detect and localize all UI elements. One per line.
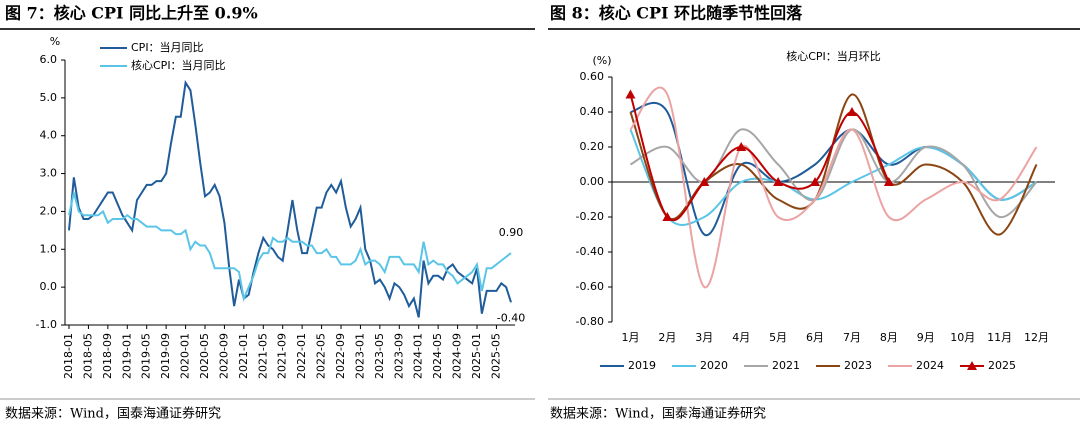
x-tick-label: 2022-01	[295, 333, 308, 379]
y-tick-label: 0.20	[580, 140, 605, 153]
chart-title: 图 7：核心 CPI 同比上升至 0.9%	[5, 4, 258, 23]
point-marker	[699, 177, 710, 186]
x-tick-label: 2024-09	[451, 333, 464, 379]
x-tick-label: 2023-01	[353, 333, 366, 379]
x-tick-label: 2月	[658, 331, 676, 344]
y-tick-label: 0.60	[580, 70, 605, 83]
x-tick-label: 2024-05	[431, 333, 444, 379]
x-tick-label: 1月	[621, 331, 639, 344]
y-tick-label: 0.40	[580, 105, 605, 118]
x-tick-label: 2021-01	[237, 333, 250, 379]
y-tick-label: -1.0	[36, 318, 57, 331]
point-marker	[883, 177, 894, 186]
x-tick-label: 2021-05	[256, 333, 269, 379]
x-tick-label: 2023-09	[392, 333, 405, 379]
source-note: 数据来源：Wind，国泰海通证券研究	[5, 406, 221, 422]
legend-label: 2025	[988, 359, 1016, 372]
y-tick-label: 0.00	[580, 175, 605, 188]
series-line	[629, 86, 1038, 289]
x-tick-label: 2020-09	[217, 333, 230, 379]
x-tick-label: 2020-01	[179, 333, 192, 379]
y-tick-label: -0.80	[576, 315, 604, 328]
y-tick-label: 0.0	[40, 280, 58, 293]
series-line	[68, 192, 512, 302]
chart-subtitle: 核心CPI：当月环比	[786, 49, 881, 63]
x-tick-label: 6月	[806, 331, 824, 344]
source-note: 数据来源：Wind，国泰海通证券研究	[550, 406, 766, 422]
point-marker	[662, 212, 673, 221]
point-marker	[736, 142, 747, 151]
x-tick-label: 9月	[917, 331, 935, 344]
y-tick-label: 1.0	[40, 242, 58, 255]
annotation: 0.90	[499, 226, 524, 239]
point-marker	[810, 177, 821, 186]
annotation: -0.40	[497, 311, 525, 324]
x-tick-label: 2022-05	[315, 333, 328, 379]
x-tick-label: 2018-09	[101, 333, 114, 379]
legend-label: CPI：当月同比	[131, 40, 204, 54]
x-tick-label: 5月	[769, 331, 787, 344]
y-tick-label: 4.0	[40, 129, 58, 142]
legend-label: 2019	[628, 359, 656, 372]
x-tick-label: 7月	[843, 331, 861, 344]
y-tick-label: -0.40	[576, 245, 604, 258]
y-unit: (%)	[592, 54, 611, 67]
x-tick-label: 2021-09	[276, 333, 289, 379]
x-tick-label: 2018-01	[62, 333, 75, 379]
x-tick-label: 2022-09	[334, 333, 347, 379]
y-tick-label: 6.0	[40, 53, 58, 66]
legend-marker	[967, 361, 977, 370]
y-tick-label: 5.0	[40, 91, 58, 104]
point-marker	[846, 107, 857, 116]
legend-label: 核心CPI：当月同比	[131, 58, 226, 72]
x-tick-label: 2023-05	[373, 333, 386, 379]
y-tick-label: -0.20	[576, 210, 604, 223]
x-tick-label: 12月	[1024, 331, 1049, 344]
chart-title: 图 8：核心 CPI 环比随季节性回落	[550, 4, 803, 23]
y-tick-label: 3.0	[40, 167, 58, 180]
series-line	[630, 102, 1038, 237]
x-tick-label: 2024-01	[412, 333, 425, 379]
y-tick-label: 2.0	[40, 204, 58, 217]
point-marker	[625, 89, 636, 99]
point-marker	[773, 177, 784, 186]
x-tick-label: 8月	[880, 331, 898, 344]
x-tick-label: 10月	[950, 331, 975, 344]
legend-label: 2023	[844, 359, 872, 372]
x-tick-label: 4月	[732, 331, 750, 344]
legend-label: 2020	[700, 359, 728, 372]
x-tick-label: 2019-01	[120, 333, 133, 379]
x-tick-label: 2018-05	[81, 333, 94, 379]
x-tick-label: 2025-05	[489, 333, 502, 379]
legend-label: 2021	[772, 359, 800, 372]
y-unit: %	[50, 35, 60, 48]
series-line	[68, 79, 512, 318]
x-tick-label: 2019-09	[159, 333, 172, 379]
legend-label: 2024	[916, 359, 944, 372]
y-tick-label: -0.60	[576, 280, 604, 293]
x-tick-label: 11月	[987, 331, 1012, 344]
x-tick-label: 2020-05	[198, 333, 211, 379]
x-tick-label: 2025-01	[470, 333, 483, 379]
x-tick-label: 3月	[695, 331, 713, 344]
x-tick-label: 2019-05	[140, 333, 153, 379]
